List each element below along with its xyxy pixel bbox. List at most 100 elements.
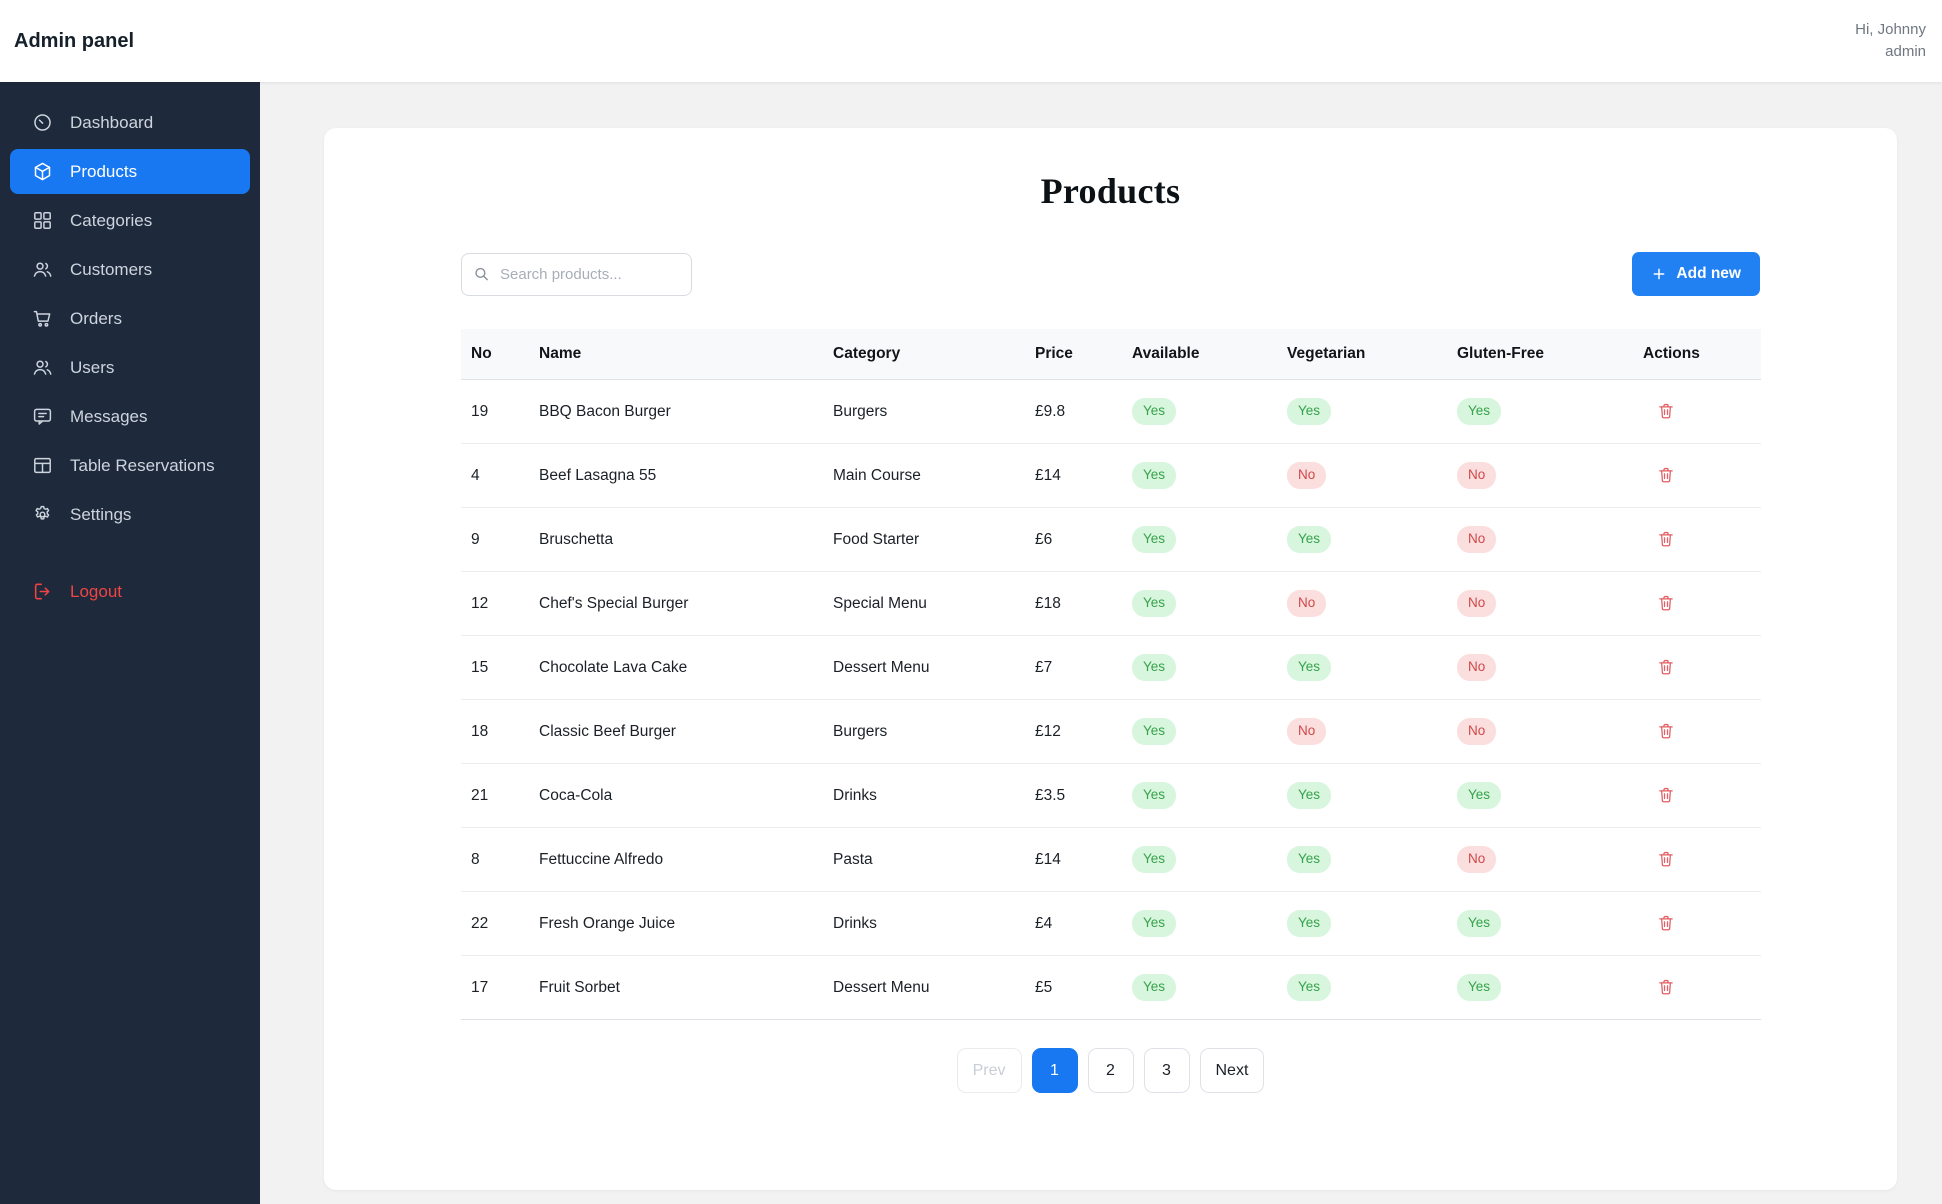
column-header-actions: Actions: [1633, 329, 1761, 380]
cell-available: Yes: [1122, 635, 1277, 700]
vegetarian-badge: Yes: [1287, 846, 1332, 873]
vegetarian-badge: Yes: [1287, 910, 1332, 937]
user-greeting: Hi, Johnny: [1855, 20, 1926, 38]
delete-button[interactable]: [1651, 526, 1681, 552]
delete-button[interactable]: [1651, 782, 1681, 808]
cell-gluten_free: No: [1447, 507, 1633, 572]
cell-actions: [1633, 635, 1761, 700]
available-badge: Yes: [1132, 718, 1177, 745]
cell-name: Beef Lasagna 55: [529, 443, 823, 508]
sidebar-item-dashboard[interactable]: Dashboard: [10, 100, 250, 145]
cell-gluten_free: No: [1447, 635, 1633, 700]
trash-icon: [1657, 786, 1675, 804]
column-header-category: Category: [823, 329, 1025, 380]
sidebar-item-logout[interactable]: Logout: [10, 569, 250, 614]
available-badge: Yes: [1132, 526, 1177, 553]
trash-icon: [1657, 402, 1675, 420]
pagination-next[interactable]: Next: [1199, 1048, 1265, 1093]
cell-vegetarian: No: [1277, 443, 1447, 508]
cell-gluten_free: No: [1447, 827, 1633, 892]
sidebar-item-table-reservations[interactable]: Table Reservations: [10, 443, 250, 488]
cell-name: Bruschetta: [529, 507, 823, 572]
cell-price: £14: [1025, 443, 1122, 508]
delete-button[interactable]: [1651, 718, 1681, 744]
sidebar-item-label: Table Reservations: [70, 455, 215, 475]
sidebar-nav: Dashboard Products Categories Customers Orde…: [0, 96, 260, 541]
cell-no: 8: [461, 827, 529, 892]
column-header-no: No: [461, 329, 529, 380]
pagination-prev[interactable]: Prev: [956, 1048, 1022, 1093]
main-content: Products Add new NoNameCategoryPriceAvai…: [260, 82, 1942, 1204]
cell-actions: [1633, 955, 1761, 1020]
delete-button[interactable]: [1651, 398, 1681, 424]
trash-icon: [1657, 722, 1675, 740]
gluten-free-badge: Yes: [1457, 974, 1502, 1001]
products-table: No Name Category Price Available Vegetarian Gl…: [461, 329, 1761, 1020]
delete-button[interactable]: [1651, 910, 1681, 936]
delete-button[interactable]: [1651, 974, 1681, 1000]
sidebar-item-label: Settings: [70, 504, 132, 524]
table-row: 21 Coca-Cola Drinks £3.5 Yes Yes Yes: [461, 763, 1761, 828]
table-icon: [32, 455, 53, 476]
cell-actions: [1633, 827, 1761, 892]
sidebar-item-users[interactable]: Users: [10, 345, 250, 390]
search-box: [461, 252, 692, 296]
add-new-button[interactable]: Add new: [1632, 252, 1760, 296]
delete-button[interactable]: [1651, 654, 1681, 680]
cell-name: Fresh Orange Juice: [529, 891, 823, 956]
cell-name: Fruit Sorbet: [529, 955, 823, 1020]
cell-vegetarian: Yes: [1277, 955, 1447, 1020]
table-row: 17 Fruit Sorbet Dessert Menu £5 Yes Yes Yes: [461, 955, 1761, 1020]
sidebar-item-settings[interactable]: Settings: [10, 492, 250, 537]
cell-vegetarian: Yes: [1277, 891, 1447, 956]
sidebar-item-orders[interactable]: Orders: [10, 296, 250, 341]
cell-price: £5: [1025, 955, 1122, 1020]
search-input[interactable]: [461, 252, 692, 296]
sidebar-item-label: Messages: [70, 406, 148, 426]
cell-no: 15: [461, 635, 529, 700]
table-row: 18 Classic Beef Burger Burgers £12 Yes No No: [461, 699, 1761, 764]
pagination-page-3[interactable]: 3: [1143, 1048, 1190, 1093]
available-badge: Yes: [1132, 782, 1177, 809]
gauge-icon: [32, 112, 53, 133]
table-row: 19 BBQ Bacon Burger Burgers £9.8 Yes Yes Yes: [461, 379, 1761, 444]
cell-no: 18: [461, 699, 529, 764]
grid-icon: [32, 210, 53, 231]
pagination-page-2[interactable]: 2: [1087, 1048, 1134, 1093]
app-title: Admin panel: [14, 29, 135, 52]
add-new-label: Add new: [1676, 265, 1741, 282]
cell-vegetarian: Yes: [1277, 827, 1447, 892]
cell-gluten_free: No: [1447, 571, 1633, 636]
delete-button[interactable]: [1651, 590, 1681, 616]
plus-icon: [1651, 266, 1667, 282]
cell-price: £14: [1025, 827, 1122, 892]
cell-available: Yes: [1122, 571, 1277, 636]
sidebar-item-products[interactable]: Products: [10, 149, 250, 194]
cell-gluten_free: Yes: [1447, 891, 1633, 956]
trash-icon: [1657, 530, 1675, 548]
sidebar-item-customers[interactable]: Customers: [10, 247, 250, 292]
vegetarian-badge: No: [1287, 718, 1327, 745]
cell-category: Burgers: [823, 699, 1025, 764]
gluten-free-badge: No: [1457, 718, 1497, 745]
cell-gluten_free: No: [1447, 699, 1633, 764]
sidebar-item-categories[interactable]: Categories: [10, 198, 250, 243]
cell-available: Yes: [1122, 507, 1277, 572]
cell-category: Pasta: [823, 827, 1025, 892]
gluten-free-badge: No: [1457, 462, 1497, 489]
cell-available: Yes: [1122, 763, 1277, 828]
table-header-row: No Name Category Price Available Vegetarian Gl…: [461, 329, 1761, 380]
cube-icon: [32, 161, 53, 182]
column-header-gluten-free: Gluten-Free: [1447, 329, 1633, 380]
cell-actions: [1633, 699, 1761, 764]
search-icon: [473, 266, 490, 283]
sidebar-item-messages[interactable]: Messages: [10, 394, 250, 439]
cell-vegetarian: No: [1277, 699, 1447, 764]
delete-button[interactable]: [1651, 462, 1681, 488]
table-row: 22 Fresh Orange Juice Drinks £4 Yes Yes Yes: [461, 891, 1761, 956]
delete-button[interactable]: [1651, 846, 1681, 872]
pagination-page-1[interactable]: 1: [1031, 1048, 1078, 1093]
cell-price: £6: [1025, 507, 1122, 572]
cell-no: 22: [461, 891, 529, 956]
cell-vegetarian: Yes: [1277, 507, 1447, 572]
